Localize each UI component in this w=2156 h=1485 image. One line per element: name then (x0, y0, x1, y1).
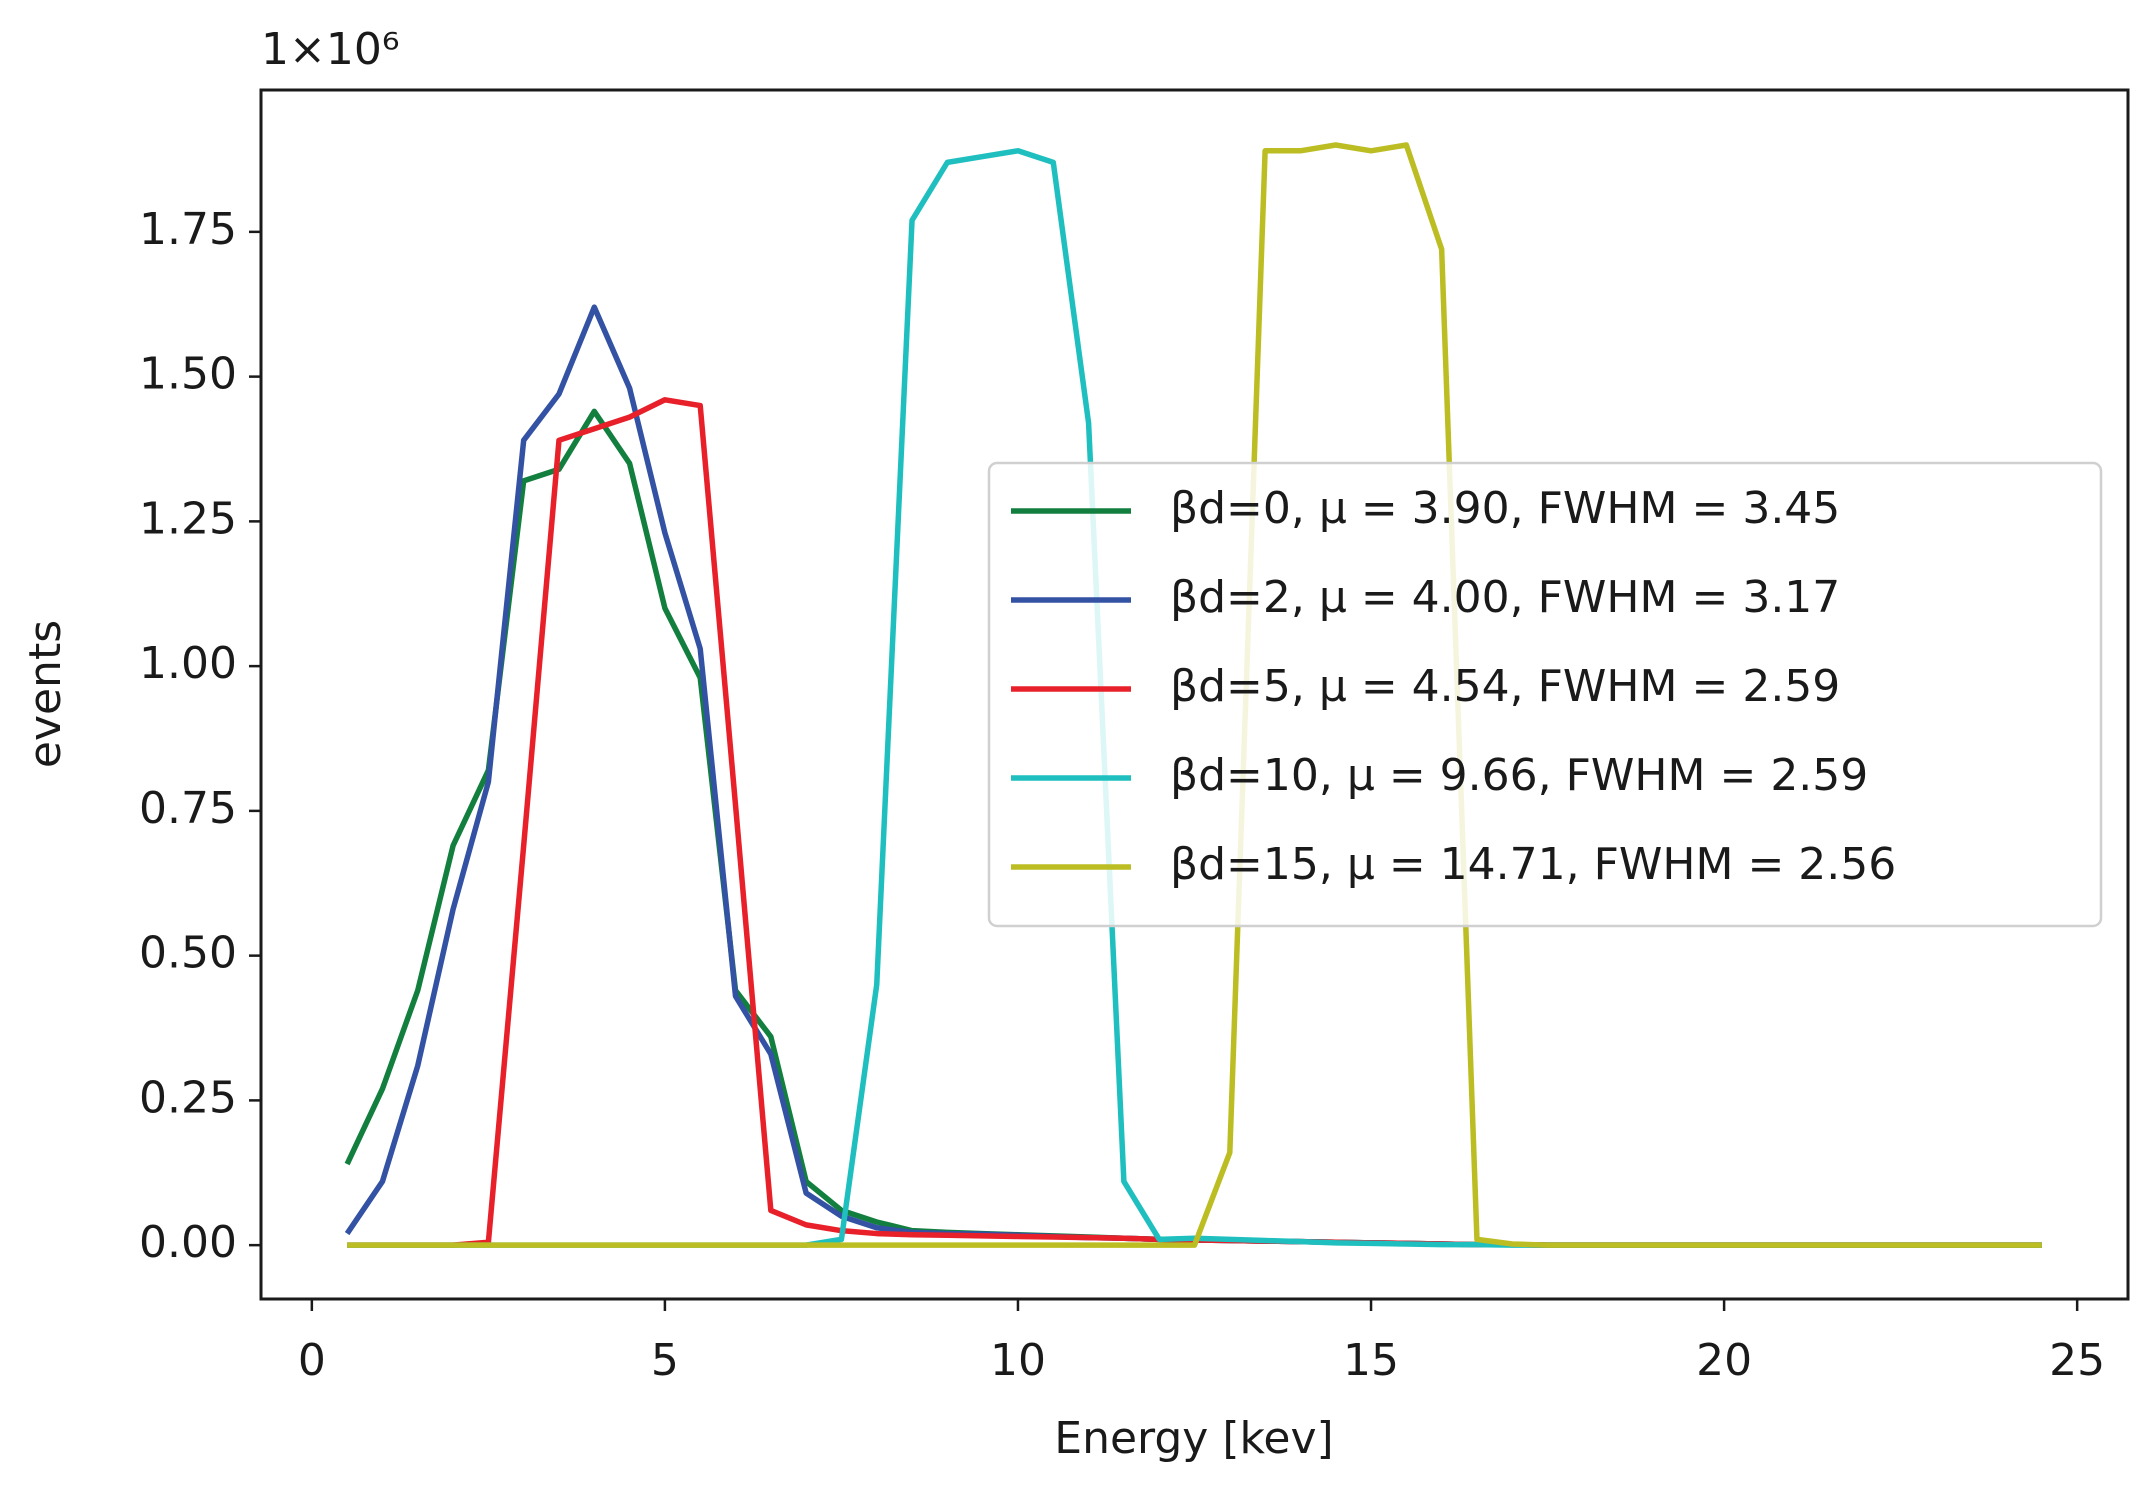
legend-label: βd=0, μ = 3.90, FWHM = 3.45 (1170, 483, 1840, 534)
series-line (347, 142, 2042, 1248)
y-tick-label: 1.00 (139, 638, 237, 689)
plot-frame (259, 88, 2130, 1301)
x-tick-label: 20 (1696, 1335, 1752, 1386)
legend-label: βd=15, μ = 14.71, FWHM = 2.56 (1170, 839, 1896, 890)
legend-box (987, 461, 2103, 928)
x-tick-label: 10 (990, 1335, 1046, 1386)
y-axis-label: events (20, 620, 71, 768)
legend-label: βd=10, μ = 9.66, FWHM = 2.59 (1170, 750, 1868, 801)
y-tick-label: 0.75 (139, 783, 237, 834)
x-tick-label: 0 (298, 1335, 326, 1386)
legend-label: βd=5, μ = 4.54, FWHM = 2.59 (1170, 661, 1840, 712)
legend-label: βd=2, μ = 4.00, FWHM = 3.17 (1170, 572, 1840, 623)
x-tick-label: 15 (1343, 1335, 1399, 1386)
x-tick-label: 25 (2049, 1335, 2105, 1386)
y-tick-label: 1.75 (139, 204, 237, 255)
x-tick-label: 5 (651, 1335, 679, 1386)
y-tick-label: 0.50 (139, 928, 237, 979)
offset-text: 1×10⁶ (261, 24, 400, 75)
x-axis-label: Energy [kev] (1054, 1413, 1333, 1464)
y-tick-label: 0.25 (139, 1072, 237, 1123)
y-tick-label: 1.25 (139, 493, 237, 544)
y-tick-label: 1.50 (139, 349, 237, 400)
y-tick-label: 0.00 (139, 1217, 237, 1268)
legend: βd=0, μ = 3.90, FWHM = 3.45 βd=2, μ = 4.0… (987, 461, 2103, 928)
